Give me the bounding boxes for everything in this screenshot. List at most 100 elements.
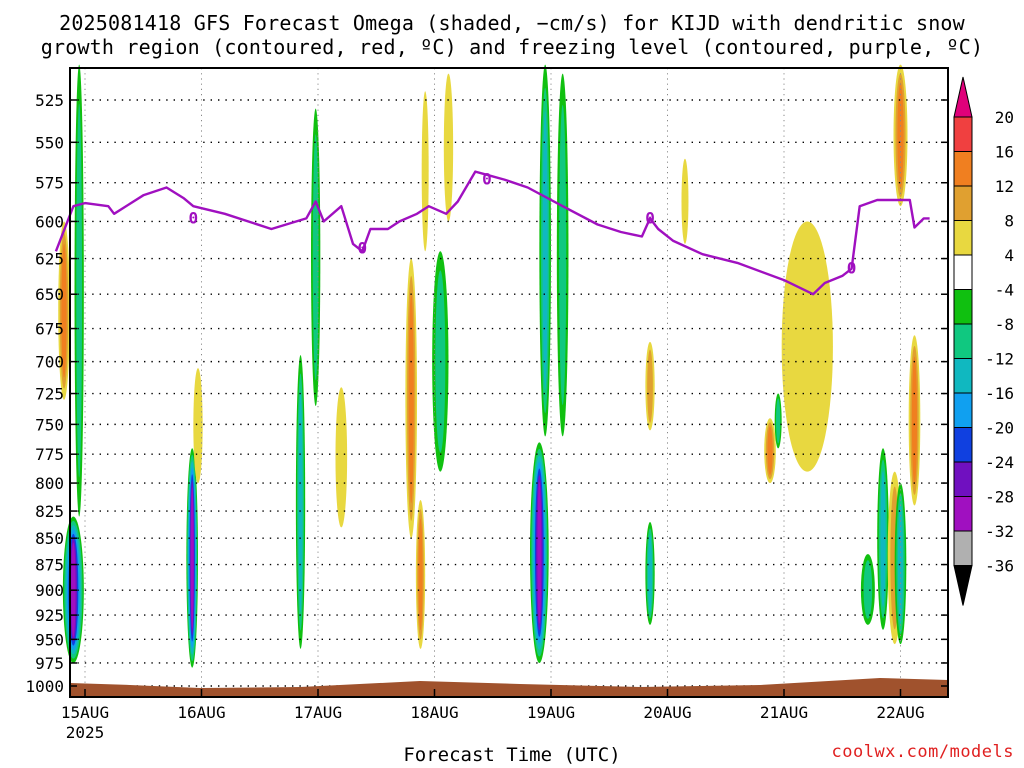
omega-cell-18-0 <box>681 158 689 244</box>
y-tick-label-800: 800 <box>35 474 64 493</box>
colorbar-bottom-arrow <box>953 565 973 606</box>
x-tick-label-0: 15AUG <box>61 703 109 722</box>
colorbar-top-arrow <box>953 76 973 118</box>
y-tick-label-675: 675 <box>35 320 64 339</box>
omega-cell-12-0 <box>443 73 454 222</box>
colorbar-swatch-9 <box>953 392 973 428</box>
plot-axes: 525 550 575 600 625 650 675 700 725 750 775 800 825 8… <box>25 67 949 742</box>
x-year-label: 2025 <box>66 723 105 742</box>
x-tick-label-5: 20AUG <box>643 703 691 722</box>
y-tick-label-975: 975 <box>35 654 64 673</box>
plot-grid <box>70 68 948 697</box>
y-tick-label-900: 900 <box>35 581 64 600</box>
y-tick-label-600: 600 <box>35 212 64 231</box>
omega-cell-22-1 <box>863 560 873 619</box>
omega-cell-16-1 <box>647 349 653 423</box>
colorbar-label-6: -8 <box>995 315 1014 334</box>
colorbar-swatch-6 <box>953 289 973 325</box>
y-tick-label-925: 925 <box>35 606 64 625</box>
x-tick-label-6: 21AUG <box>760 703 808 722</box>
y-tick-label-775: 775 <box>35 445 64 464</box>
ground-surface <box>70 678 948 697</box>
freezing-level-label-4: 0 <box>847 259 857 278</box>
omega-cell-1-1 <box>76 103 83 478</box>
colorbar-label-8: -16 <box>985 384 1014 403</box>
colorbar-label-2: 12 <box>995 177 1014 196</box>
colorbar-label-4: 4 <box>1004 246 1014 265</box>
colorbar-label-9: -20 <box>985 419 1014 438</box>
omega-cell-10-0 <box>421 91 429 252</box>
colorbar-swatch-13 <box>953 530 973 566</box>
freezing-level-label-2: 0 <box>482 170 492 189</box>
y-tick-label-725: 725 <box>35 385 64 404</box>
y-tick-label-525: 525 <box>35 91 64 110</box>
colorbar-swatch-3 <box>953 185 973 221</box>
omega-cell-2-2 <box>61 243 67 378</box>
omega-cell-4-0 <box>193 368 203 484</box>
y-tick-label-875: 875 <box>35 556 64 575</box>
y-tick-label-550: 550 <box>35 133 64 152</box>
colorbar-swatch-1 <box>953 116 973 152</box>
y-tick-label-1000: 1000 <box>25 677 64 696</box>
omega-cell-20-1 <box>776 398 781 444</box>
colorbar-label-5: -4 <box>995 281 1014 300</box>
plot-frame <box>69 67 949 698</box>
omega-cell-3-6 <box>190 487 194 629</box>
omega-cell-17-2 <box>647 534 653 613</box>
x-tick-label-2: 17AUG <box>294 703 342 722</box>
omega-shading <box>58 64 921 668</box>
omega-cell-25-2 <box>897 503 904 624</box>
x-tick-label-4: 19AUG <box>527 703 575 722</box>
omega-cell-15-1 <box>559 105 567 406</box>
colorbar-label-13: -36 <box>985 557 1014 576</box>
omega-cell-27-2 <box>897 82 904 189</box>
x-tick-label-7: 22AUG <box>876 703 924 722</box>
omega-cell-8-2 <box>408 293 414 504</box>
omega-cell-13-6 <box>537 481 542 624</box>
colorbar: 20 16 12 8 4 -4 -8 -12 -16 -20 -24 -28 -32 -36 <box>953 76 1014 606</box>
colorbar-swatch-8 <box>953 358 973 394</box>
y-tick-label-850: 850 <box>35 529 64 548</box>
y-tick-label-575: 575 <box>35 174 64 193</box>
x-axis-label: Forecast Time (UTC) <box>403 744 621 766</box>
chart-title-line-1: 2025081418 GFS Forecast Omega (shaded, −… <box>59 11 965 35</box>
colorbar-label-11: -28 <box>985 488 1014 507</box>
credit-link[interactable]: coolwx.com/models <box>831 742 1014 762</box>
colorbar-label-0: 20 <box>995 108 1014 127</box>
colorbar-swatch-11 <box>953 461 973 497</box>
omega-cell-7-0 <box>335 387 348 528</box>
colorbar-swatch-5 <box>953 254 973 290</box>
y-tick-label-750: 750 <box>35 415 64 434</box>
colorbar-label-12: -32 <box>985 522 1014 541</box>
x-tick-label-1: 16AUG <box>177 703 225 722</box>
chart-title-line-2: growth region (contoured, red, ºC) and f… <box>40 35 984 59</box>
colorbar-label-1: 16 <box>995 143 1014 162</box>
colorbar-label-7: -12 <box>985 350 1014 369</box>
x-tick-label-3: 18AUG <box>410 703 458 722</box>
omega-cell-26-2 <box>911 356 918 485</box>
omega-cell-6-1 <box>312 134 319 381</box>
y-tick-label-950: 950 <box>35 630 64 649</box>
colorbar-label-10: -24 <box>985 453 1014 472</box>
colorbar-swatch-12 <box>953 496 973 532</box>
freezing-level-contour: 0 0 0 0 0 <box>54 170 930 296</box>
omega-cell-9-2 <box>418 518 423 631</box>
omega-cell-23-2 <box>880 470 886 608</box>
freezing-level-label-0: 0 <box>189 208 199 227</box>
y-tick-label-700: 700 <box>35 353 64 372</box>
colorbar-swatch-10 <box>953 427 973 463</box>
y-tick-label-650: 650 <box>35 285 64 304</box>
omega-cell-5-2 <box>298 391 303 613</box>
colorbar-swatch-2 <box>953 151 973 187</box>
colorbar-swatch-7 <box>953 323 973 359</box>
freezing-level-label-3: 0 <box>645 208 655 227</box>
y-tick-label-825: 825 <box>35 502 64 521</box>
freezing-level-line <box>54 170 930 296</box>
omega-cell-14-2 <box>542 111 548 390</box>
y-tick-label-625: 625 <box>35 250 64 269</box>
ground-band <box>70 678 948 697</box>
colorbar-label-3: 8 <box>1004 212 1014 231</box>
omega-cell-19-2 <box>767 426 773 475</box>
colorbar-swatch-4 <box>953 220 973 256</box>
